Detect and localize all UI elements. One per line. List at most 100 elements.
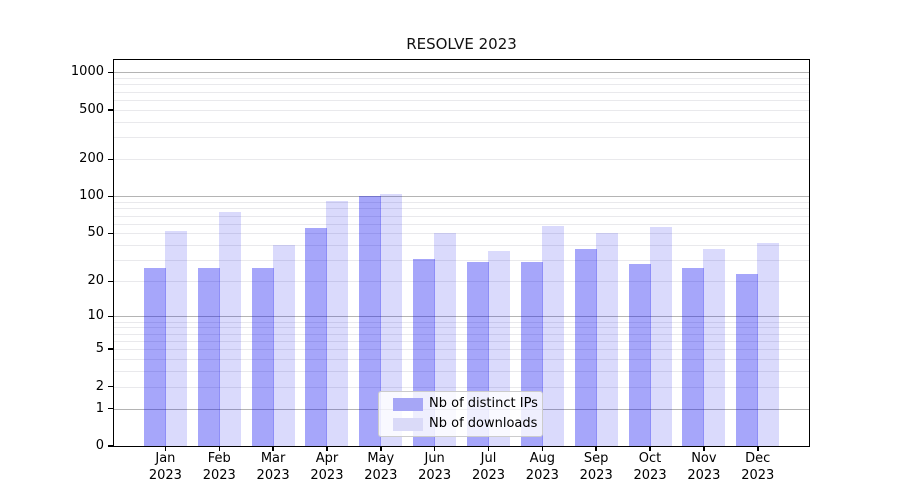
legend-swatch-downloads (393, 417, 423, 431)
gridline-minor (114, 137, 809, 139)
bar-feb-distinct-ips (197, 267, 220, 446)
bar-sep-downloads (595, 233, 618, 446)
gridline-minor (114, 208, 809, 210)
x-tick-label: Sep 2023 (579, 451, 613, 483)
gridline-minor (114, 358, 809, 360)
x-tick-label: Aug 2023 (525, 451, 559, 483)
x-tick-mark (164, 446, 167, 451)
bar-apr-distinct-ips (305, 228, 328, 446)
gridline-minor (114, 202, 809, 204)
bar-nov-downloads (703, 249, 726, 446)
bar-dec-distinct-ips (736, 274, 759, 446)
bar-jan-downloads (164, 231, 187, 446)
x-tick-mark (326, 446, 328, 451)
gridline-minor (114, 109, 809, 111)
y-tick-label: 1 (95, 400, 104, 416)
y-tick-label: 0 (95, 438, 104, 453)
gridline-minor (114, 84, 809, 86)
y-tick-mark (108, 348, 113, 350)
y-tick-label: 5 (95, 341, 104, 357)
bar-oct-downloads (649, 227, 672, 446)
x-tick-label: Oct 2023 (633, 451, 667, 483)
x-tick-label: Jun 2023 (418, 451, 452, 483)
gridline-minor (114, 78, 809, 80)
legend-label-downloads: Nb of downloads (429, 416, 538, 431)
x-tick-mark (703, 446, 705, 451)
y-tick-mark (108, 280, 113, 283)
gridline-minor (114, 100, 809, 102)
gridline-minor (114, 371, 809, 373)
y-tick-label: 2 (95, 378, 104, 394)
y-tick-label: 500 (79, 101, 104, 117)
y-tick-mark (108, 445, 113, 447)
legend: Nb of distinct IPs Nb of downloads (378, 391, 543, 437)
x-tick-label: Feb 2023 (202, 451, 236, 483)
gridline-minor (114, 349, 809, 351)
y-tick-mark (108, 158, 113, 160)
x-tick-label: Jul 2023 (471, 451, 506, 483)
bar-may-downloads (380, 194, 403, 446)
x-tick-mark (757, 446, 759, 451)
y-tick-mark (108, 195, 113, 198)
bar-feb-downloads (218, 211, 241, 446)
x-tick-label: Apr 2023 (310, 451, 344, 483)
x-tick-label: Mar 2023 (256, 451, 290, 483)
legend-item-downloads: Nb of downloads (393, 416, 542, 432)
x-tick-label: May 2023 (364, 451, 398, 483)
gridline-minor (114, 223, 809, 225)
gridline-minor (114, 159, 809, 161)
gridline-minor (114, 260, 809, 262)
y-tick-label: 200 (79, 151, 104, 167)
gridline-minor (114, 333, 809, 335)
x-tick-label: Dec 2023 (741, 451, 775, 483)
bar-aug-downloads (541, 226, 564, 446)
bar-mar-downloads (272, 245, 295, 446)
bar-oct-distinct-ips (628, 263, 651, 446)
gridline-minor (114, 121, 809, 123)
x-tick-mark (218, 446, 220, 451)
plot-area-border (113, 59, 810, 447)
legend-item-distinct-ips: Nb of distinct IPs (393, 396, 542, 412)
legend-label-distinct-ips: Nb of distinct IPs (429, 396, 538, 411)
gridline-minor (114, 327, 809, 329)
gridline-major (114, 196, 809, 198)
bar-nov-distinct-ips (682, 267, 705, 446)
x-tick-mark (649, 446, 651, 451)
x-tick-mark (541, 446, 544, 451)
bar-dec-downloads (757, 242, 780, 446)
gridline-major (114, 72, 809, 74)
y-tick-label: 20 (87, 273, 104, 289)
x-tick-label: Jan 2023 (148, 451, 182, 483)
gridline-minor (114, 321, 809, 323)
y-tick-mark (108, 232, 113, 235)
gridline-minor (114, 386, 809, 388)
x-tick-mark (433, 446, 436, 451)
y-tick-label: 1000 (70, 64, 104, 80)
bar-apr-downloads (326, 200, 349, 446)
gridline-minor (114, 340, 809, 342)
gridline-minor (114, 245, 809, 247)
bar-may-distinct-ips (359, 196, 382, 446)
y-tick-mark (108, 71, 113, 74)
gridline-minor (114, 281, 809, 283)
x-tick-mark (487, 446, 490, 451)
x-tick-label: Nov 2023 (687, 451, 721, 483)
gridline-minor (114, 215, 809, 217)
y-tick-mark (108, 315, 113, 318)
bar-jan-distinct-ips (143, 267, 166, 446)
y-tick-mark (108, 109, 113, 111)
gridline-major (114, 316, 809, 318)
gridline-minor (114, 91, 809, 93)
x-tick-mark (272, 446, 274, 451)
x-tick-mark (380, 446, 382, 451)
x-tick-mark (595, 446, 597, 451)
y-tick-mark (108, 407, 113, 410)
bar-sep-distinct-ips (574, 249, 597, 446)
gridline-minor (114, 233, 809, 235)
y-tick-mark (108, 385, 113, 388)
bar-mar-distinct-ips (251, 267, 274, 446)
y-tick-label: 50 (87, 225, 104, 241)
legend-swatch-distinct-ips (393, 397, 423, 411)
chart-title: RESOLVE 2023 (406, 35, 517, 53)
